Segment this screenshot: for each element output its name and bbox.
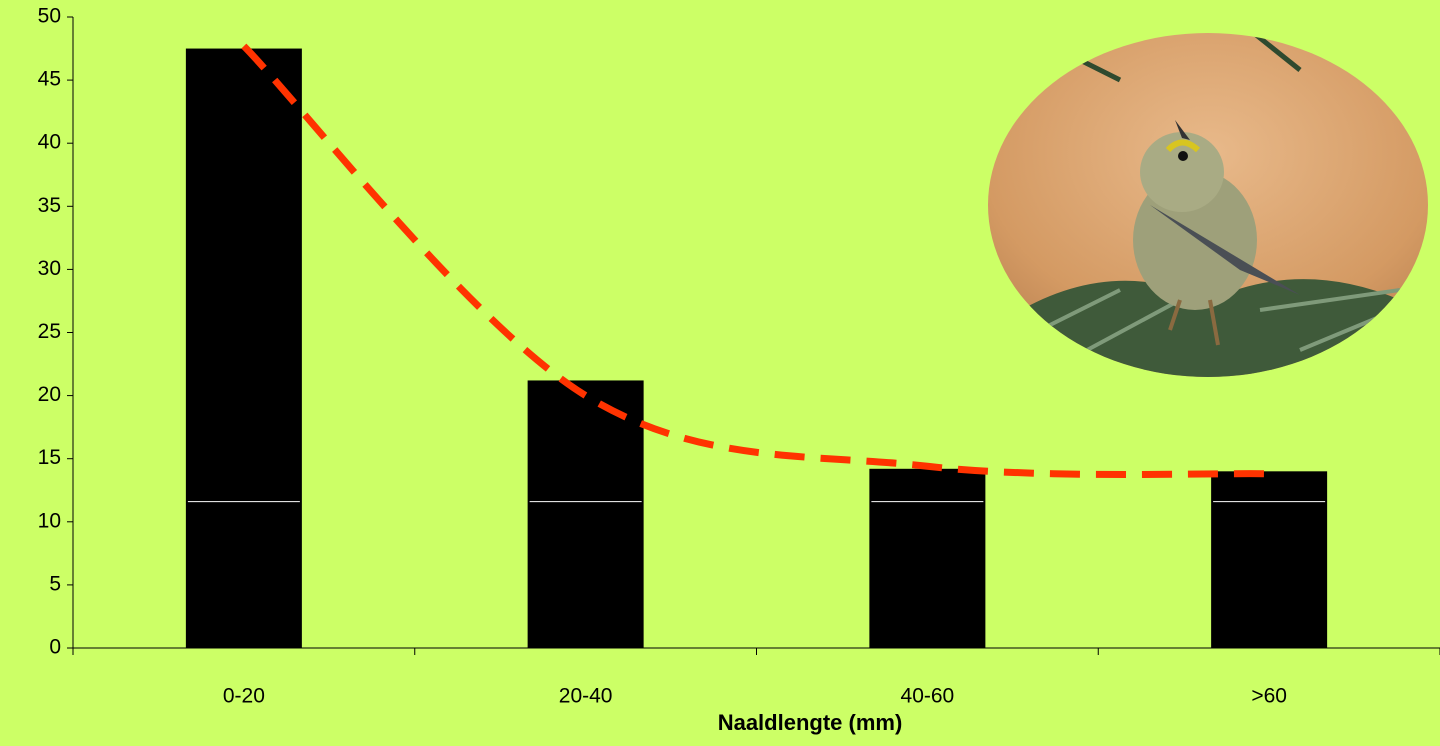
y-tick-label: 25 bbox=[38, 320, 61, 343]
bar bbox=[869, 468, 986, 648]
x-tick-label: 40-60 bbox=[901, 685, 955, 708]
trendline bbox=[241, 43, 1270, 478]
x-tick-label: >60 bbox=[1251, 685, 1287, 708]
y-tick-label: 5 bbox=[49, 572, 61, 595]
bar bbox=[527, 380, 644, 648]
y-tick-label: 30 bbox=[38, 257, 61, 280]
y-tick-label: 40 bbox=[38, 131, 61, 154]
bar bbox=[185, 48, 302, 649]
y-tick-label: 35 bbox=[38, 194, 61, 217]
x-tick-label: 20-40 bbox=[559, 685, 613, 708]
y-tick-label: 45 bbox=[38, 68, 61, 91]
bar bbox=[1211, 471, 1328, 648]
x-axis-title: Naaldlengte (mm) bbox=[718, 710, 903, 735]
y-tick-label: 15 bbox=[38, 446, 61, 469]
y-tick-label: 50 bbox=[38, 5, 61, 28]
y-tick-label: 20 bbox=[38, 383, 61, 406]
y-tick-label: 10 bbox=[38, 509, 61, 532]
bird-photo bbox=[988, 33, 1428, 377]
x-tick-label: 0-20 bbox=[223, 685, 265, 708]
y-tick-label: 0 bbox=[49, 636, 61, 659]
